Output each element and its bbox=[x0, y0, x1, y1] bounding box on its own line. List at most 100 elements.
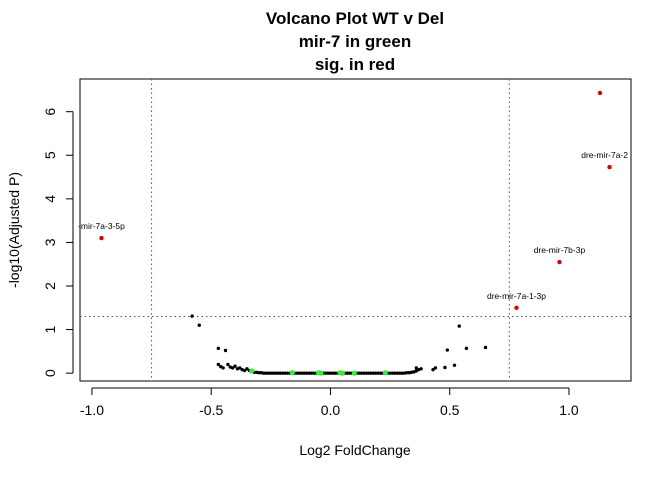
data-point bbox=[414, 366, 419, 370]
data-point bbox=[276, 371, 280, 375]
data-point bbox=[216, 362, 221, 367]
data-point bbox=[452, 363, 457, 368]
chart-title-line-2: mir-7 in green bbox=[299, 32, 411, 51]
y-tick-label: 2 bbox=[42, 282, 58, 290]
data-point bbox=[388, 371, 392, 375]
data-point bbox=[328, 371, 333, 375]
data-point bbox=[230, 366, 235, 370]
data-point bbox=[233, 364, 237, 368]
data-point bbox=[190, 314, 194, 318]
mir7-point bbox=[318, 370, 324, 376]
y-tick-label: 6 bbox=[42, 108, 58, 116]
data-point bbox=[345, 371, 349, 375]
data-point bbox=[464, 346, 469, 351]
data-point bbox=[445, 348, 450, 352]
y-tick-label: 3 bbox=[42, 238, 58, 246]
significant-point-label: dre-mir-7a-1-3p bbox=[487, 291, 546, 301]
data-point bbox=[223, 348, 228, 353]
data-point bbox=[273, 371, 278, 375]
y-tick-label: 0 bbox=[42, 369, 58, 377]
y-axis-label: -log10(Adjusted P) bbox=[6, 172, 22, 288]
x-axis: -1.0 -0.5 0.0 0.5 1.0 bbox=[80, 387, 579, 418]
data-point bbox=[221, 366, 225, 370]
data-point bbox=[285, 371, 290, 375]
x-tick-label: 0.0 bbox=[321, 402, 341, 418]
data-point bbox=[376, 371, 380, 375]
data-point bbox=[309, 371, 314, 375]
x-axis-label: Log2 FoldChange bbox=[299, 442, 411, 458]
data-point bbox=[312, 371, 316, 375]
data-point bbox=[245, 367, 249, 371]
x-tick-label: -1.0 bbox=[80, 402, 104, 418]
data-point bbox=[326, 371, 330, 375]
data-point bbox=[393, 371, 397, 375]
data-point bbox=[431, 367, 435, 372]
x-tick-label: -0.5 bbox=[199, 402, 223, 418]
data-point bbox=[278, 371, 283, 375]
data-point bbox=[374, 371, 378, 375]
data-point bbox=[362, 371, 366, 375]
significant-point-label: -mir-7a-3-5p bbox=[78, 221, 125, 231]
data-point bbox=[307, 371, 311, 375]
data-point bbox=[302, 371, 306, 375]
data-point bbox=[323, 371, 328, 375]
data-point bbox=[405, 371, 409, 375]
data-point bbox=[419, 367, 423, 371]
data-point bbox=[347, 371, 352, 375]
data-point bbox=[266, 371, 271, 375]
significant-point bbox=[597, 90, 603, 96]
data-point bbox=[400, 371, 404, 375]
mir7-points bbox=[249, 368, 388, 376]
data-point bbox=[397, 371, 402, 375]
significant-points bbox=[99, 90, 612, 310]
data-point bbox=[357, 371, 361, 375]
plot-frame bbox=[79, 78, 632, 382]
data-point bbox=[378, 371, 383, 375]
data-point bbox=[271, 371, 275, 375]
mir7-point bbox=[249, 368, 255, 374]
y-tick-label: 1 bbox=[42, 325, 58, 333]
significant-point bbox=[514, 305, 519, 310]
mir7-point bbox=[289, 370, 295, 376]
data-point bbox=[238, 366, 242, 370]
data-point bbox=[197, 323, 201, 327]
data-point bbox=[300, 371, 304, 375]
significant-point-label: dre-mir-7b-3p bbox=[534, 245, 586, 255]
data-point bbox=[295, 371, 299, 375]
data-point bbox=[264, 371, 268, 375]
data-point bbox=[216, 346, 221, 351]
data-point bbox=[257, 371, 261, 375]
mir7-point bbox=[339, 370, 345, 376]
data-point bbox=[297, 371, 302, 375]
y-axis: 0 1 2 3 4 5 6 bbox=[42, 108, 74, 377]
significant-point-labels: -mir-7a-3-5p dre-mir-7a-2 dre-mir-7b-3p dre… bbox=[78, 150, 628, 301]
x-tick-label: 0.5 bbox=[440, 402, 460, 418]
chart-title-line-3: sig. in red bbox=[315, 55, 395, 74]
significant-point bbox=[557, 259, 562, 265]
chart-title: Volcano Plot WT v Del mir-7 in green sig… bbox=[266, 9, 444, 74]
data-point bbox=[359, 371, 364, 375]
mir7-point bbox=[382, 370, 388, 376]
data-point bbox=[269, 371, 273, 375]
data-point bbox=[281, 371, 285, 375]
data-point bbox=[443, 365, 447, 370]
data-point bbox=[333, 371, 337, 375]
non-significant-points bbox=[190, 314, 488, 375]
threshold-lines bbox=[80, 79, 631, 381]
data-point bbox=[483, 345, 488, 350]
data-point bbox=[261, 371, 266, 375]
data-point bbox=[331, 371, 335, 375]
data-point bbox=[390, 371, 395, 375]
data-point bbox=[226, 362, 230, 367]
x-tick-label: 1.0 bbox=[559, 402, 579, 418]
significant-point bbox=[99, 235, 104, 241]
data-point bbox=[457, 324, 461, 328]
significant-point-label: dre-mir-7a-2 bbox=[581, 150, 628, 160]
data-point bbox=[371, 371, 376, 375]
data-point bbox=[283, 371, 287, 375]
data-point bbox=[242, 368, 247, 373]
y-tick-label: 5 bbox=[42, 151, 58, 159]
data-point bbox=[395, 371, 399, 375]
data-point bbox=[304, 371, 309, 375]
